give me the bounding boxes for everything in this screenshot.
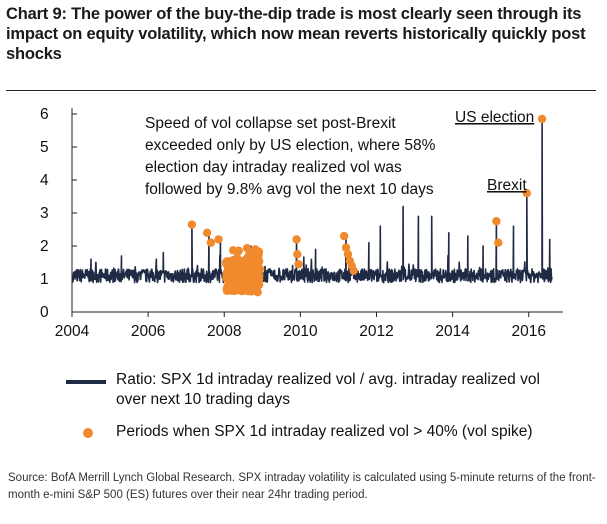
vol-spike-point	[293, 250, 302, 259]
vol-spike-point	[244, 286, 253, 296]
vol-spike-point	[248, 254, 257, 264]
vol-spike-point	[231, 265, 240, 274]
vol-spike-point	[222, 259, 231, 269]
vol-spike-point	[292, 235, 301, 244]
vol-spike-point	[206, 238, 216, 247]
chart-plot: 0 1 2 3 4 5 6 2004 2006 2008 2010 2012 2014 2016 Spee…	[40, 106, 563, 340]
title-divider	[6, 90, 596, 91]
ratio-line	[72, 118, 553, 286]
chart-legend: Ratio: SPX 1d intraday realized vol / av…	[66, 370, 586, 442]
vol-spike-series	[187, 114, 547, 297]
vol-spike-point	[230, 286, 239, 296]
x-tick-label: 2004	[55, 323, 90, 340]
chart-annotations: Speed of vol collapse set post-Brexit ex…	[145, 109, 534, 198]
y-tick-label: 5	[40, 139, 49, 156]
vol-spike-point	[233, 247, 243, 256]
legend-item-spike: Periods when SPX 1d intraday realized vo…	[66, 422, 586, 442]
y-tick-label: 6	[40, 106, 49, 123]
y-tick-label: 4	[40, 172, 49, 189]
annotation-us-election: US election	[455, 109, 534, 126]
y-tick-label: 0	[40, 304, 49, 321]
vol-spike-point	[187, 220, 197, 229]
x-tick-label: 2006	[131, 323, 165, 340]
vol-spike-point	[241, 259, 251, 268]
x-tick-label: 2010	[283, 323, 318, 340]
legend-line-swatch	[66, 380, 106, 384]
annotation-brexit: Brexit	[487, 177, 527, 194]
vol-spike-point	[252, 248, 262, 258]
vol-spike-point	[253, 260, 263, 269]
vol-spike-point	[341, 243, 351, 252]
legend-label-spike: Periods when SPX 1d intraday realized vo…	[116, 423, 533, 440]
x-tick-label: 2016	[512, 323, 546, 340]
y-tick-label: 2	[40, 238, 49, 255]
annotation-note-line-3: election day intraday realized vol was	[145, 159, 402, 176]
vol-spike-point	[202, 228, 212, 237]
x-tick-label: 2008	[207, 323, 241, 340]
vol-spike-point	[492, 217, 501, 226]
annotation-note-line-4: followed by 9.8% avg vol the next 10 day…	[145, 181, 434, 198]
vol-spike-point	[235, 275, 244, 285]
vol-spike-point	[339, 231, 349, 241]
source-note: Source: BofA Merrill Lynch Global Resear…	[8, 472, 596, 501]
x-tick-label: 2012	[359, 323, 393, 340]
legend-item-ratio: Ratio: SPX 1d intraday realized vol / av…	[66, 370, 586, 410]
vol-spike-point	[231, 258, 240, 267]
chart-title: Chart 9: The power of the buy-the-dip tr…	[6, 5, 586, 63]
vol-spike-point	[537, 114, 547, 124]
legend-label-ratio-2: over next 10 trading days	[116, 391, 291, 408]
vol-spike-point	[343, 250, 353, 259]
vol-spike-point	[214, 235, 223, 244]
legend-dot-swatch	[83, 428, 93, 438]
annotation-note-line-2: exceeded only by US election, where 58%	[145, 137, 436, 154]
chart-axes: 0 1 2 3 4 5 6 2004 2006 2008 2010 2012 2014 2016	[40, 106, 563, 340]
vol-spike-point	[349, 266, 358, 275]
vol-spike-point	[294, 259, 303, 269]
y-tick-label: 3	[40, 205, 49, 222]
vol-spike-point	[494, 238, 503, 247]
vol-spike-point	[227, 279, 237, 288]
annotation-note-line-1: Speed of vol collapse set post-Brexit	[145, 115, 396, 132]
ratio-series	[72, 118, 553, 286]
y-tick-label: 1	[40, 271, 49, 288]
legend-label-ratio-1: Ratio: SPX 1d intraday realized vol / av…	[116, 371, 540, 388]
vol-spike-point	[522, 189, 532, 198]
x-tick-label: 2014	[435, 323, 470, 340]
